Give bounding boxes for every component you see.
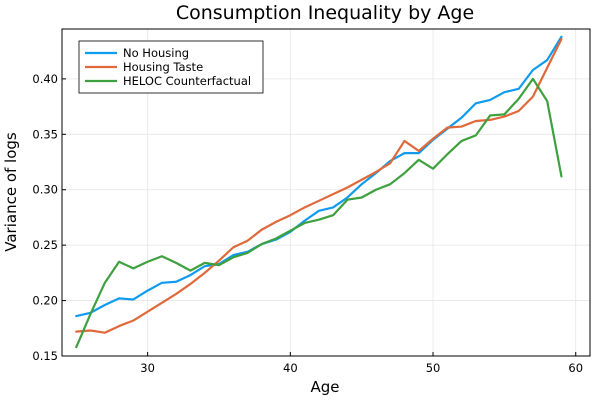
legend-label: Housing Taste: [123, 60, 203, 74]
y-tick-label: 0.15: [32, 349, 58, 363]
chart-title: Consumption Inequality by Age: [176, 2, 474, 24]
series-line-housing-taste: [75, 37, 563, 334]
x-tick-label: 40: [283, 361, 298, 375]
y-tick-label: 0.30: [32, 183, 58, 197]
legend-box: [78, 40, 264, 94]
plot-area: [75, 35, 563, 349]
y-tick-label: 0.25: [32, 238, 58, 252]
y-axis-label: Variance of logs: [2, 132, 20, 252]
x-tick-label: 50: [426, 361, 441, 375]
x-axis-label: Age: [310, 378, 339, 396]
x-tick-label: 60: [568, 361, 583, 375]
axis-ticks: 30 40 50 60 0.15 0.20 0.25 0.30 0.35 0.40: [32, 72, 583, 375]
legend-label: No Housing: [123, 46, 189, 60]
y-tick-label: 0.35: [32, 127, 58, 141]
y-tick-label: 0.40: [32, 72, 58, 86]
x-tick-label: 30: [140, 361, 155, 375]
legend-label: HELOC Counterfactual: [123, 74, 251, 88]
series-line-heloc-counterfactual: [75, 77, 563, 349]
plot-frame: [61, 28, 591, 357]
series-line-no-housing: [75, 35, 563, 318]
y-tick-label: 0.20: [32, 294, 58, 308]
